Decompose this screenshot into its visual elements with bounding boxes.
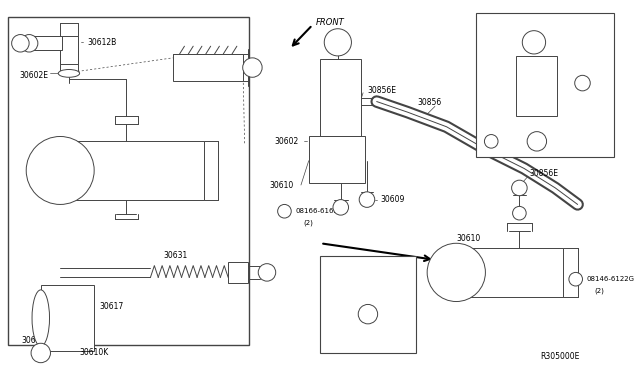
Bar <box>60 36 77 64</box>
Circle shape <box>427 243 485 302</box>
Text: 30602: 30602 <box>275 137 299 146</box>
Ellipse shape <box>58 70 79 77</box>
Circle shape <box>484 135 498 148</box>
Bar <box>456 248 563 297</box>
Circle shape <box>522 31 545 54</box>
Text: F/VG35IE: F/VG35IE <box>487 20 522 29</box>
Text: 30610: 30610 <box>270 180 294 189</box>
Circle shape <box>575 75 590 91</box>
Bar <box>321 59 361 137</box>
Text: B: B <box>282 209 287 214</box>
Circle shape <box>278 205 291 218</box>
Bar <box>516 56 557 116</box>
Bar <box>228 262 248 283</box>
Text: 30602E: 30602E <box>19 71 49 80</box>
Bar <box>29 36 62 50</box>
Bar <box>173 54 243 81</box>
Text: 08911-1082G: 08911-1082G <box>501 138 546 144</box>
Text: 30631: 30631 <box>163 251 188 260</box>
Text: SEC.30B: SEC.30B <box>379 264 406 270</box>
Circle shape <box>12 35 29 52</box>
Text: 30856: 30856 <box>417 98 442 107</box>
Circle shape <box>569 272 582 286</box>
Text: 30856E: 30856E <box>367 86 396 95</box>
Circle shape <box>20 35 38 52</box>
Circle shape <box>513 206 526 220</box>
Text: (2): (2) <box>303 219 313 226</box>
Bar <box>476 13 614 157</box>
Text: 30602: 30602 <box>485 77 509 86</box>
Circle shape <box>258 264 276 281</box>
Text: 30609: 30609 <box>381 195 405 204</box>
Text: 30609: 30609 <box>485 122 510 131</box>
Circle shape <box>358 304 378 324</box>
Text: 30612B: 30612B <box>88 38 116 47</box>
Bar <box>308 137 365 183</box>
Text: 30650J: 30650J <box>379 304 403 310</box>
Circle shape <box>324 29 351 56</box>
Text: N: N <box>489 139 493 144</box>
Bar <box>41 285 94 351</box>
Bar <box>8 17 248 345</box>
Text: B: B <box>573 277 578 282</box>
Text: 30610K: 30610K <box>79 349 109 357</box>
Ellipse shape <box>32 290 49 346</box>
Text: 30610: 30610 <box>456 234 481 243</box>
Circle shape <box>243 58 262 77</box>
Text: 30856E: 30856E <box>529 169 558 178</box>
Circle shape <box>26 137 94 205</box>
Circle shape <box>511 180 527 196</box>
Circle shape <box>527 132 547 151</box>
Text: 08166-6162A: 08166-6162A <box>295 208 343 214</box>
Text: 08146-6122G: 08146-6122G <box>586 276 634 282</box>
Circle shape <box>333 200 349 215</box>
Circle shape <box>31 343 51 363</box>
Text: 30618: 30618 <box>21 336 45 345</box>
Bar <box>321 256 415 353</box>
Text: R305000E: R305000E <box>540 352 579 361</box>
Text: (2): (2) <box>509 148 518 154</box>
Text: FRONT: FRONT <box>316 18 344 28</box>
Circle shape <box>359 192 375 207</box>
Text: (2): (2) <box>594 288 604 294</box>
Text: 30617: 30617 <box>99 302 124 311</box>
Bar <box>60 141 204 200</box>
Text: SEC.30B: SEC.30B <box>379 340 406 346</box>
